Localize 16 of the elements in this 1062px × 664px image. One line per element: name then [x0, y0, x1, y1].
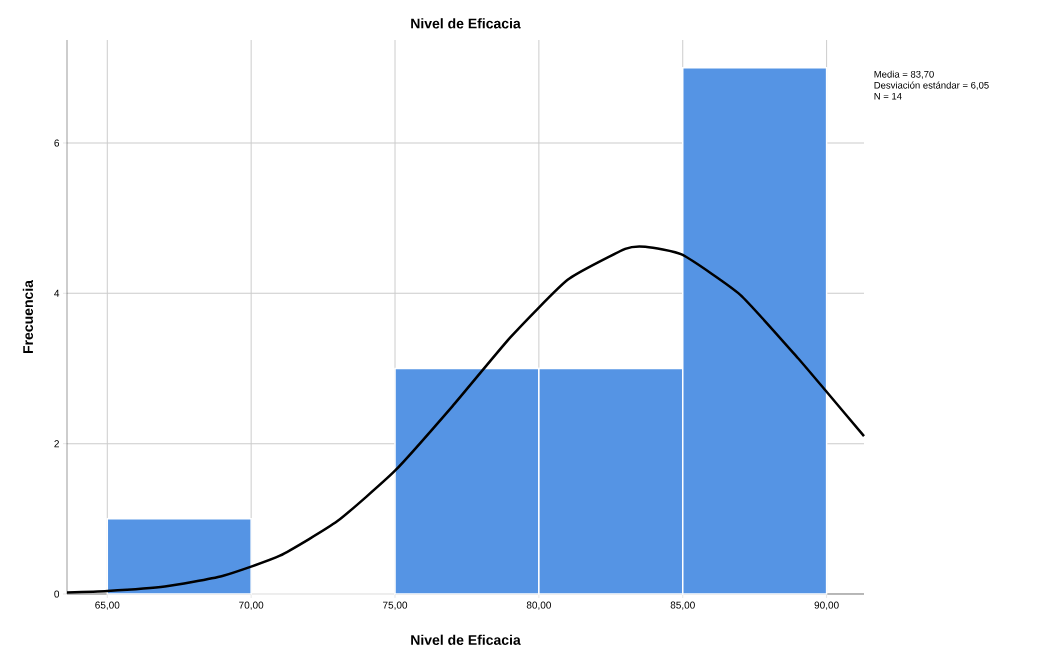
y-tick-label: 6 [54, 139, 60, 147]
x-tick-label: 70,00 [239, 601, 264, 610]
y-axis-title: Frecuencia [22, 279, 34, 354]
y-tick-label: 2 [54, 440, 59, 448]
text: Media = 83,70 [874, 70, 934, 79]
x-tick-label: 75,00 [383, 601, 408, 610]
x-tick-label: 85,00 [670, 601, 695, 610]
y-tick-label: 4 [54, 289, 60, 297]
y-tick-label: 0 [54, 590, 60, 598]
x-tick-label: 65,00 [95, 601, 120, 610]
x-tick-label: 80,00 [526, 601, 551, 610]
x-axis-title: Nivel de Eficacia [411, 634, 521, 645]
text: Desviación estándar = 6,05 [874, 81, 989, 90]
chart-title: Nivel de Eficacia [411, 18, 521, 29]
text: N = 14 [874, 93, 902, 100]
x-tick-label: 90,00 [814, 601, 839, 610]
